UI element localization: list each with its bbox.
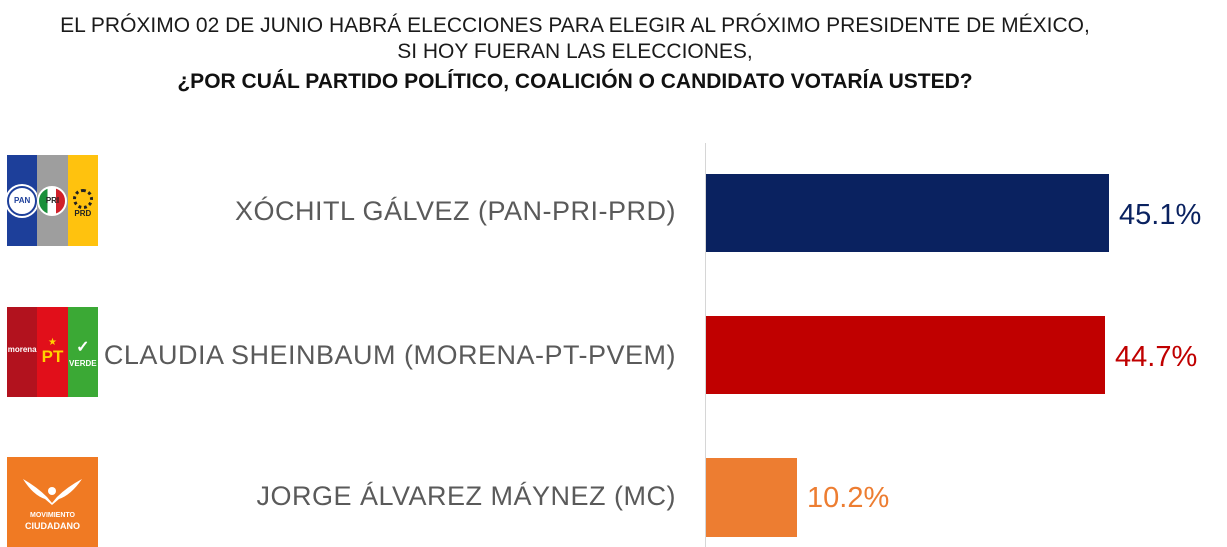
morena-logo-strip: morena xyxy=(7,307,38,397)
chart-question: ¿POR CUÁL PARTIDO POLÍTICO, COALICIÓN O … xyxy=(177,70,973,93)
chart-baseline xyxy=(705,143,706,547)
movimiento-ciudadano-logo: MOVIMIENTO CIUDADANO xyxy=(7,457,98,547)
bar-xochitl xyxy=(706,174,1109,252)
pan-logo-strip: PAN xyxy=(7,155,38,246)
bar-claudia xyxy=(706,316,1105,394)
mc-logo-text-line-2: CIUDADANO xyxy=(25,521,80,531)
pvem-logo-strip: ✓ VERDE xyxy=(67,307,98,397)
morena-logo-text: morena xyxy=(7,345,37,354)
pt-logo-strip: ★ PT xyxy=(37,307,68,397)
chart-title-line-1: EL PRÓXIMO 02 DE JUNIO HABRÁ ELECCIONES … xyxy=(60,14,1090,37)
prd-logo-strip: PRD xyxy=(67,155,98,246)
pt-star-icon: ★ xyxy=(48,337,57,348)
value-label-claudia: 44.7% xyxy=(1115,341,1198,373)
pri-logo-badge: PRI xyxy=(37,185,68,216)
pan-pri-prd-logo: PAN PRI PRD xyxy=(7,155,98,246)
prd-sun-icon xyxy=(72,189,93,209)
mc-logo-text-line-1: MOVIMIENTO xyxy=(30,512,75,519)
category-label-jorge: JORGE ÁLVAREZ MÁYNEZ (MC) xyxy=(256,481,676,511)
pvem-logo-text: VERDE xyxy=(69,359,97,368)
pt-logo-text: PT xyxy=(41,347,64,366)
category-label-xochitl: XÓCHITL GÁLVEZ (PAN-PRI-PRD) xyxy=(234,196,676,226)
prd-logo-text: PRD xyxy=(74,209,92,218)
chart-title-line-2: SI HOY FUERAN LAS ELECCIONES, xyxy=(397,40,753,63)
pvem-toucan-icon: ✓ xyxy=(76,339,90,356)
value-label-xochitl: 45.1% xyxy=(1119,199,1202,231)
eagle-icon xyxy=(23,479,82,505)
category-label-claudia: CLAUDIA SHEINBAUM (MORENA-PT-PVEM) xyxy=(103,340,676,370)
value-label-jorge: 10.2% xyxy=(807,482,890,514)
morena-pt-pvem-logo: morena ★ PT ✓ VERDE xyxy=(7,307,98,397)
bar-jorge xyxy=(706,458,797,537)
pri-logo-strip: PRI xyxy=(37,155,68,246)
pan-logo-badge: PAN xyxy=(7,185,38,216)
